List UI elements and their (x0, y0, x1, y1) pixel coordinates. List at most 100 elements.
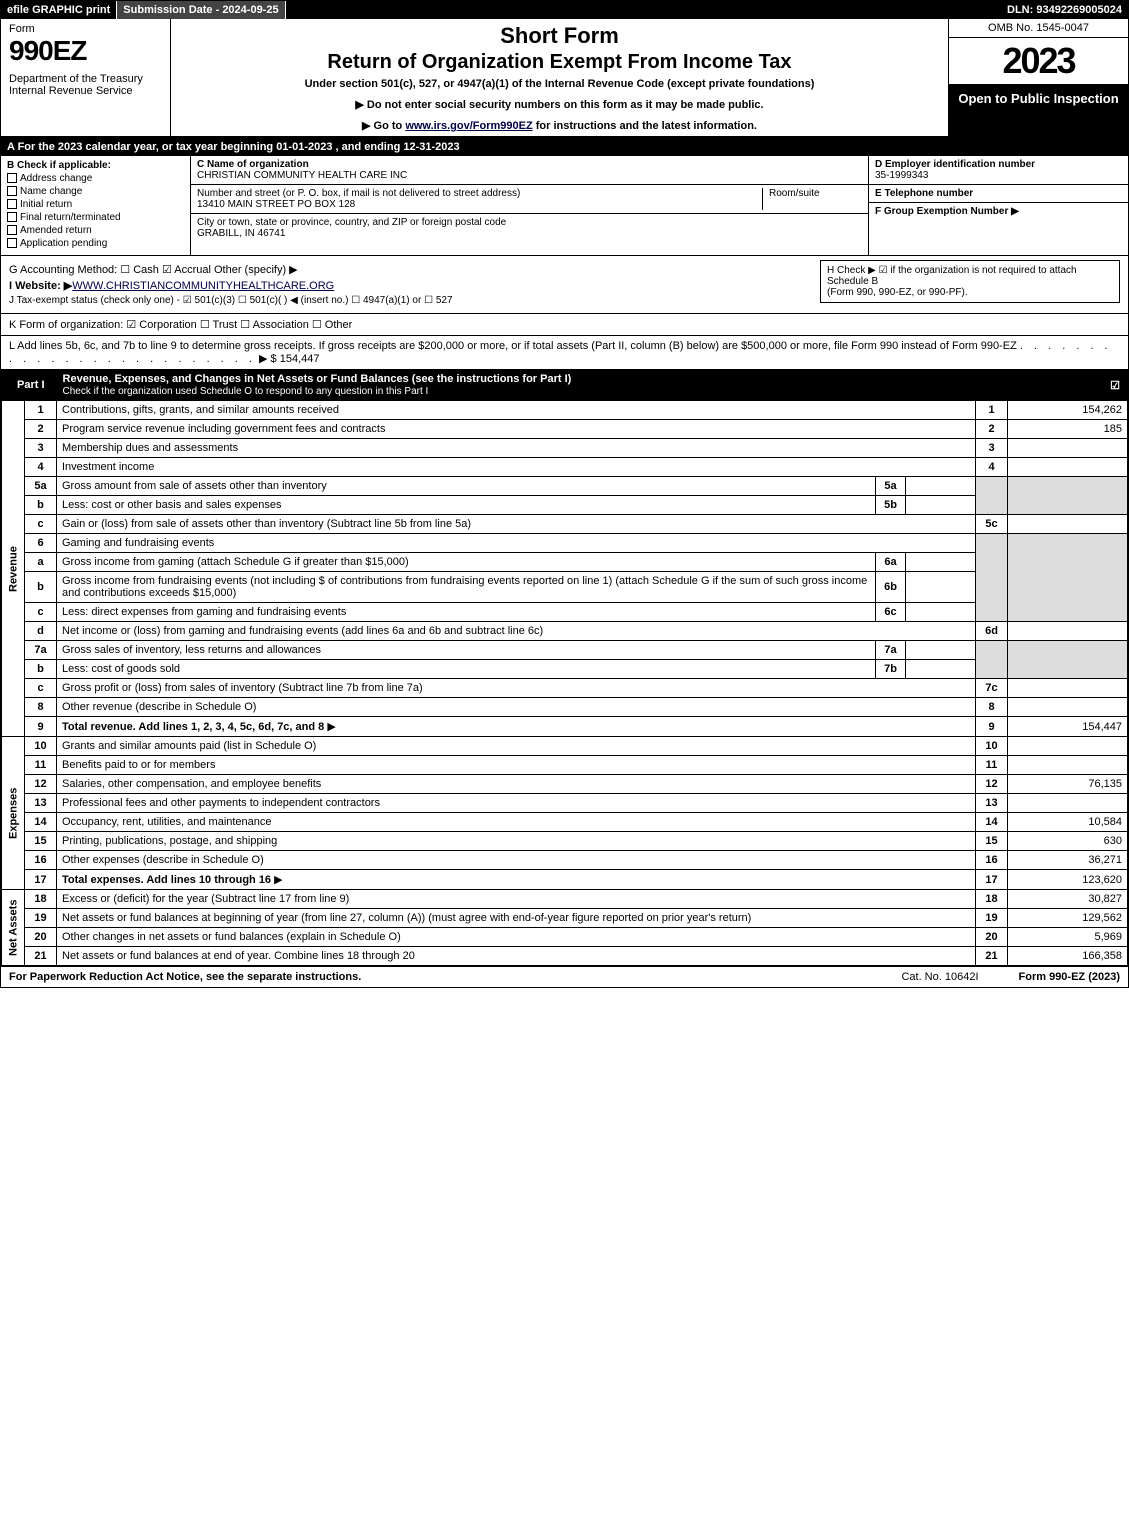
row-1: Revenue 1 Contributions, gifts, grants, … (2, 401, 1128, 420)
row-15: 15Printing, publications, postage, and s… (2, 832, 1128, 851)
row-11: 11Benefits paid to or for members11 (2, 756, 1128, 775)
title-return: Return of Organization Exempt From Incom… (179, 51, 940, 74)
b-title: B Check if applicable: (7, 160, 184, 171)
chk-initial[interactable]: Initial return (7, 199, 184, 210)
form-container: efile GRAPHIC print Submission Date - 20… (0, 0, 1129, 988)
footer-cat: Cat. No. 10642I (901, 971, 978, 983)
chk-address[interactable]: Address change (7, 173, 184, 184)
part1-table: Revenue 1 Contributions, gifts, grants, … (1, 400, 1128, 966)
topbar: efile GRAPHIC print Submission Date - 20… (1, 1, 1128, 19)
form-label: Form (9, 23, 162, 35)
row-7a: 7aGross sales of inventory, less returns… (2, 641, 1128, 660)
revenue-label: Revenue (2, 401, 25, 737)
row-7b: bLess: cost of goods sold 7b (2, 660, 1128, 679)
row-10: Expenses 10Grants and similar amounts pa… (2, 737, 1128, 756)
amt-19: 129,562 (1008, 909, 1128, 928)
row-6b: bGross income from fundraising events (n… (2, 572, 1128, 603)
row-2: 2Program service revenue including gover… (2, 420, 1128, 439)
irs-link[interactable]: www.irs.gov/Form990EZ (405, 120, 532, 132)
inspection-badge: Open to Public Inspection (949, 85, 1128, 136)
row-4: 4Investment income 4 (2, 458, 1128, 477)
netassets-label: Net Assets (2, 890, 25, 966)
ein-value: 35-1999343 (875, 170, 928, 181)
expenses-label: Expenses (2, 737, 25, 890)
submission-date: Submission Date - 2024-09-25 (117, 1, 285, 19)
org-city: GRABILL, IN 46741 (197, 228, 285, 239)
row-17: 17Total expenses. Add lines 10 through 1… (2, 870, 1128, 890)
dln: DLN: 93492269005024 (1001, 1, 1128, 19)
row-7c: cGross profit or (loss) from sales of in… (2, 679, 1128, 698)
title-short-form: Short Form (179, 23, 940, 49)
department: Department of the Treasury Internal Reve… (9, 73, 162, 97)
part1-header: Part I Revenue, Expenses, and Changes in… (1, 370, 1128, 400)
row-6: 6Gaming and fundraising events (2, 534, 1128, 553)
amt-15: 630 (1008, 832, 1128, 851)
amt-21: 166,358 (1008, 947, 1128, 966)
row-6a: aGross income from gaming (attach Schedu… (2, 553, 1128, 572)
amt-12: 76,135 (1008, 775, 1128, 794)
c-name-row: C Name of organization CHRISTIAN COMMUNI… (191, 156, 868, 185)
header-mid: Short Form Return of Organization Exempt… (171, 19, 948, 136)
row-21: 21Net assets or fund balances at end of … (2, 947, 1128, 966)
line-a: A For the 2023 calendar year, or tax yea… (1, 138, 1128, 156)
chk-name[interactable]: Name change (7, 186, 184, 197)
section-g-to-j: H Check ▶ ☑ if the organization is not r… (1, 256, 1128, 314)
d-ein: D Employer identification number 35-1999… (869, 156, 1128, 185)
form-number: 990EZ (9, 35, 162, 67)
instr-ssn: ▶ Do not enter social security numbers o… (179, 98, 940, 111)
h-box: H Check ▶ ☑ if the organization is not r… (820, 260, 1120, 303)
amt-1: 154,262 (1008, 401, 1128, 420)
c-city-row: City or town, state or province, country… (191, 214, 868, 242)
row-5b: bLess: cost or other basis and sales exp… (2, 496, 1128, 515)
row-9: 9Total revenue. Add lines 1, 2, 3, 4, 5c… (2, 717, 1128, 737)
line-l-amount: ▶ $ 154,447 (259, 353, 319, 365)
footer: For Paperwork Reduction Act Notice, see … (1, 966, 1128, 987)
row-12: 12Salaries, other compensation, and empl… (2, 775, 1128, 794)
efile-print[interactable]: efile GRAPHIC print (1, 1, 117, 19)
row-13: 13Professional fees and other payments t… (2, 794, 1128, 813)
footer-form: Form 990-EZ (2023) (1019, 971, 1120, 983)
f-group: F Group Exemption Number ▶ (869, 203, 1128, 255)
tax-year: 2023 (949, 38, 1128, 85)
amt-9: 154,447 (1008, 717, 1128, 737)
subtitle: Under section 501(c), 527, or 4947(a)(1)… (179, 78, 940, 90)
line-k: K Form of organization: ☑ Corporation ☐ … (1, 314, 1128, 336)
footer-left: For Paperwork Reduction Act Notice, see … (9, 971, 361, 983)
amt-20: 5,969 (1008, 928, 1128, 947)
chk-final[interactable]: Final return/terminated (7, 212, 184, 223)
instr-goto: ▶ Go to www.irs.gov/Form990EZ for instru… (179, 119, 940, 132)
row-5a: 5aGross amount from sale of assets other… (2, 477, 1128, 496)
header-left: Form 990EZ Department of the Treasury In… (1, 19, 171, 136)
chk-amended[interactable]: Amended return (7, 225, 184, 236)
c-street-row: Number and street (or P. O. box, if mail… (191, 185, 868, 214)
amt-18: 30,827 (1008, 890, 1128, 909)
row-16: 16Other expenses (describe in Schedule O… (2, 851, 1128, 870)
website-link[interactable]: WWW.CHRISTIANCOMMUNITYHEALTHCARE.ORG (72, 280, 334, 292)
chk-pending[interactable]: Application pending (7, 238, 184, 249)
amt-17: 123,620 (1008, 870, 1128, 890)
e-phone: E Telephone number (869, 185, 1128, 203)
header-right: OMB No. 1545-0047 2023 Open to Public In… (948, 19, 1128, 136)
row-5c: cGain or (loss) from sale of assets othe… (2, 515, 1128, 534)
form-header: Form 990EZ Department of the Treasury In… (1, 19, 1128, 138)
part1-schedule-o-check[interactable]: ☑ (1110, 379, 1120, 392)
col-b: B Check if applicable: Address change Na… (1, 156, 191, 255)
row-6d: dNet income or (loss) from gaming and fu… (2, 622, 1128, 641)
amt-16: 36,271 (1008, 851, 1128, 870)
row-3: 3Membership dues and assessments 3 (2, 439, 1128, 458)
org-name: CHRISTIAN COMMUNITY HEALTH CARE INC (197, 170, 407, 181)
omb-number: OMB No. 1545-0047 (949, 19, 1128, 38)
amt-14: 10,584 (1008, 813, 1128, 832)
row-14: 14Occupancy, rent, utilities, and mainte… (2, 813, 1128, 832)
amt-2: 185 (1008, 420, 1128, 439)
col-c: C Name of organization CHRISTIAN COMMUNI… (191, 156, 868, 255)
row-18: Net Assets 18Excess or (deficit) for the… (2, 890, 1128, 909)
section-b-to-f: B Check if applicable: Address change Na… (1, 156, 1128, 256)
col-de: D Employer identification number 35-1999… (868, 156, 1128, 255)
line-l: L Add lines 5b, 6c, and 7b to line 9 to … (1, 336, 1128, 370)
row-20: 20Other changes in net assets or fund ba… (2, 928, 1128, 947)
row-8: 8Other revenue (describe in Schedule O) … (2, 698, 1128, 717)
org-street: 13410 MAIN STREET PO BOX 128 (197, 199, 355, 210)
row-6c: cLess: direct expenses from gaming and f… (2, 603, 1128, 622)
row-19: 19Net assets or fund balances at beginni… (2, 909, 1128, 928)
